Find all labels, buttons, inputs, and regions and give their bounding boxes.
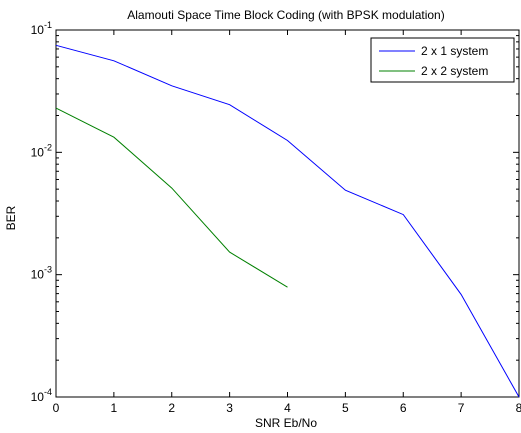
legend-box (370, 37, 515, 83)
y-tick-label: 10-3 (31, 265, 52, 282)
x-tick-label: 7 (458, 401, 465, 415)
x-tick-label: 8 (516, 401, 521, 415)
chart-title: Alamouti Space Time Block Coding (with B… (127, 8, 444, 22)
x-tick-label: 6 (400, 401, 407, 415)
y-axis-label: BER (4, 205, 18, 230)
x-tick-label: 2 (168, 401, 175, 415)
x-tick-label: 0 (53, 401, 60, 415)
y-tick-label: 10-4 (31, 387, 52, 404)
x-tick-label: 5 (342, 401, 349, 415)
y-tick-label: 10-2 (31, 142, 52, 159)
series-line-1 (55, 44, 520, 398)
legend-label-1: 2 x 1 system (421, 44, 488, 58)
x-tick-label: 1 (111, 401, 118, 415)
x-axis-label: SNR Eb/No (255, 416, 317, 430)
legend: 2 x 1 system 2 x 2 system (370, 37, 515, 83)
series-layer (55, 44, 520, 398)
plot-frame (55, 29, 520, 398)
legend-label-2: 2 x 2 system (421, 64, 488, 78)
x-tick-label: 4 (284, 401, 291, 415)
x-tick-label: 3 (226, 401, 233, 415)
plot-axes: 0 1 2 3 4 5 6 7 8 10-1 10-2 10-3 10-4 (31, 20, 521, 415)
series-line-2 (55, 107, 288, 288)
y-tick-label: 10-1 (31, 20, 52, 37)
